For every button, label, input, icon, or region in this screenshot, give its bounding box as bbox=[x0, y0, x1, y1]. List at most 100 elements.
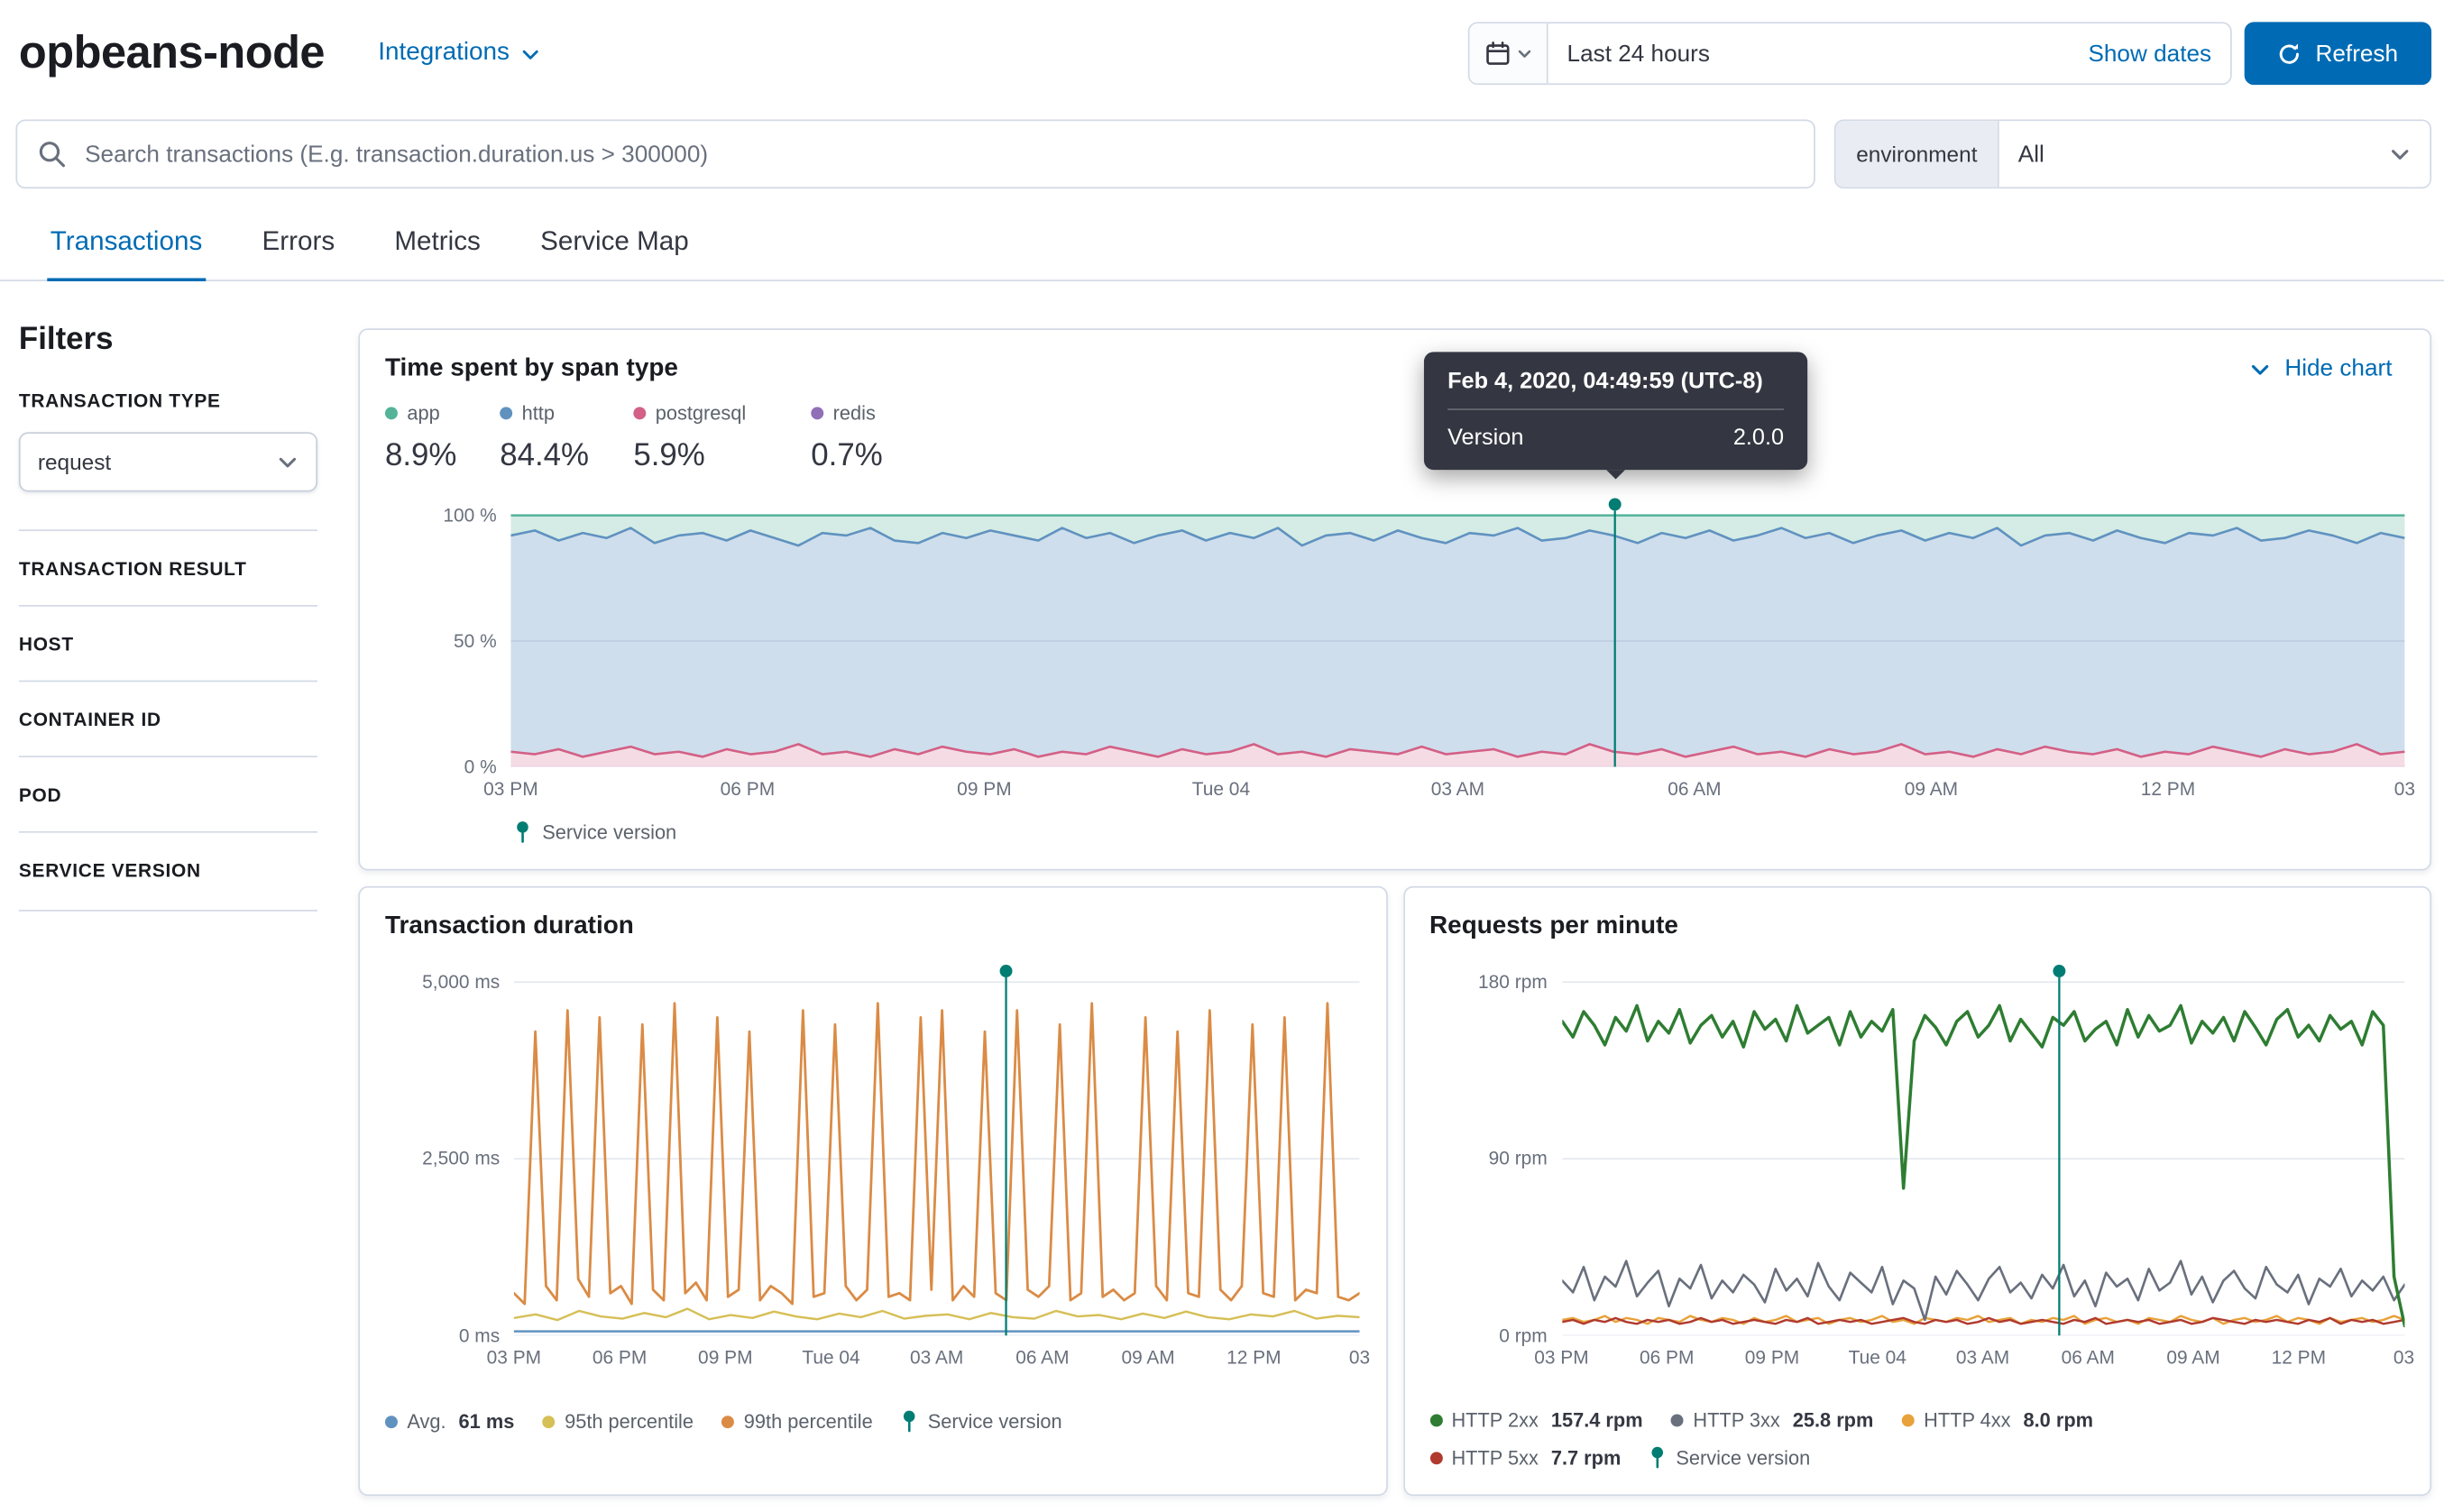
x-axis-labels: 03 PM 06 PM 09 PM Tue 04 03 AM 06 AM 09 … bbox=[1534, 1346, 2415, 1369]
x-axis-labels: 03 PM 06 PM 09 PM Tue 04 03 AM 06 AM 09 … bbox=[486, 1346, 1371, 1369]
legend-item-app[interactable]: app bbox=[384, 402, 500, 425]
tab-errors[interactable]: Errors bbox=[262, 225, 335, 257]
annotation-pin-icon bbox=[1652, 1446, 1664, 1469]
filter-transaction-type: TRANSACTION TYPE request bbox=[18, 389, 318, 492]
chevron-down-icon bbox=[2251, 364, 2268, 374]
requests-per-minute-chart[interactable]: 03 PM 06 PM 09 PM Tue 04 03 AM 06 AM 09 … bbox=[1534, 963, 2415, 1375]
panel-title: Time spent by span type bbox=[384, 354, 678, 382]
date-picker: Last 24 hours Show dates bbox=[1467, 22, 2232, 86]
charts-area: Time spent by span type Hide chart app 8… bbox=[358, 328, 2432, 1497]
legend-item-service-version[interactable]: Service version bbox=[901, 1409, 1062, 1433]
tab-bar: Transactions Errors Metrics Service Map bbox=[0, 214, 2444, 281]
requests-legend: HTTP 2xx 157.4 rpm HTTP 3xx 25.8 rpm HTTP … bbox=[1429, 1409, 2246, 1469]
legend-item-http-5xx[interactable]: HTTP 5xx 7.7 rpm bbox=[1429, 1446, 1621, 1469]
legend-item-redis[interactable]: redis bbox=[811, 402, 882, 425]
integrations-label: Integrations bbox=[378, 39, 510, 67]
legend-item-avg[interactable]: Avg. 61 ms bbox=[384, 1410, 514, 1433]
refresh-icon bbox=[2280, 42, 2300, 63]
redis-color-dot bbox=[811, 407, 824, 420]
p99-color-dot bbox=[721, 1415, 735, 1428]
annotation-pin-icon bbox=[517, 821, 528, 843]
transaction-type-value: request bbox=[37, 449, 112, 475]
search-input-wrapper bbox=[15, 119, 1815, 189]
span-type-chart[interactable]: 03 PM 06 PM 09 PM Tue 04 03 AM 06 AM 09 … bbox=[483, 497, 2416, 806]
annotation-pin-icon bbox=[904, 1410, 915, 1433]
chevron-down-icon bbox=[1517, 50, 1530, 58]
http-percentage: 84.4% bbox=[500, 438, 590, 473]
filter-transaction-result[interactable]: TRANSACTION RESULT bbox=[18, 529, 318, 605]
transaction-duration-chart[interactable]: 03 PM 06 PM 09 PM Tue 04 03 AM 06 AM 09 … bbox=[486, 963, 1371, 1375]
environment-label: environment bbox=[1835, 121, 1999, 188]
refresh-label: Refresh bbox=[2315, 40, 2399, 68]
http-color-dot bbox=[500, 407, 513, 420]
search-icon bbox=[39, 142, 66, 168]
calendar-icon bbox=[1485, 41, 1509, 65]
filter-host[interactable]: HOST bbox=[18, 604, 318, 681]
search-input[interactable] bbox=[81, 139, 1794, 170]
legend-item-99th[interactable]: 99th percentile bbox=[721, 1410, 873, 1433]
annotation-tooltip: Feb 4, 2020, 04:49:59 (UTC-8) Version 2.… bbox=[1423, 352, 1808, 480]
filters-heading: Filters bbox=[18, 322, 114, 357]
legend-item-http[interactable]: http bbox=[500, 402, 633, 425]
environment-value: All bbox=[2017, 140, 2044, 168]
chevron-down-icon bbox=[2392, 150, 2409, 160]
legend-item-service-version[interactable]: Service version bbox=[1649, 1445, 1810, 1469]
http-4xx-color-dot bbox=[1901, 1414, 1915, 1427]
service-version-legend[interactable]: Service version bbox=[514, 820, 2405, 844]
app-color-dot bbox=[384, 407, 398, 420]
avg-color-dot bbox=[384, 1415, 398, 1428]
show-dates-link[interactable]: Show dates bbox=[2088, 40, 2212, 68]
refresh-button[interactable]: Refresh bbox=[2244, 22, 2432, 86]
http-2xx-value: 157.4 rpm bbox=[1550, 1409, 1643, 1432]
x-axis-labels: 03 PM 06 PM 09 PM Tue 04 03 AM 06 AM 09 … bbox=[483, 777, 2416, 801]
y-axis-labels: 180 rpm 90 rpm 0 rpm bbox=[1478, 971, 1548, 1347]
legend-item-95th[interactable]: 95th percentile bbox=[542, 1410, 694, 1433]
calendar-button[interactable] bbox=[1469, 23, 1548, 84]
y-axis-labels: 5,000 ms 2,500 ms 0 ms bbox=[422, 971, 501, 1347]
page-title: opbeans-node bbox=[18, 27, 326, 78]
legend-item-postgresql[interactable]: postgresql bbox=[633, 402, 811, 425]
legend-item-http-3xx[interactable]: HTTP 3xx 25.8 rpm bbox=[1670, 1409, 1874, 1432]
top-bar: opbeans-node Integrations Last 24 hours … bbox=[0, 0, 2444, 101]
environment-select[interactable]: All bbox=[1998, 121, 2430, 188]
http-3xx-color-dot bbox=[1670, 1414, 1684, 1427]
filter-label-transaction-type: TRANSACTION TYPE bbox=[18, 389, 221, 412]
app-percentage: 8.9% bbox=[384, 438, 457, 473]
filter-container-id[interactable]: CONTAINER ID bbox=[18, 680, 318, 756]
http-5xx-color-dot bbox=[1429, 1451, 1442, 1464]
time-spent-by-span-type-panel: Time spent by span type Hide chart app 8… bbox=[358, 328, 2432, 871]
transaction-type-select[interactable]: request bbox=[18, 432, 318, 492]
tab-service-map[interactable]: Service Map bbox=[540, 225, 689, 257]
hide-chart-link[interactable]: Hide chart bbox=[2248, 355, 2392, 381]
time-range-field[interactable]: Last 24 hours Show dates bbox=[1548, 23, 2230, 83]
time-range-value: Last 24 hours bbox=[1567, 40, 1710, 68]
http-4xx-value: 8.0 rpm bbox=[2023, 1409, 2094, 1432]
postgresql-color-dot bbox=[633, 407, 647, 420]
tab-metrics[interactable]: Metrics bbox=[394, 225, 481, 257]
y-axis-labels: 100 % 50 % 0 % bbox=[443, 504, 497, 778]
tooltip-version-label: Version bbox=[1447, 426, 1524, 452]
tab-transactions[interactable]: Transactions bbox=[47, 214, 206, 281]
search-row: environment All bbox=[0, 119, 2444, 189]
legend-item-http-4xx[interactable]: HTTP 4xx 8.0 rpm bbox=[1901, 1409, 2094, 1432]
legend-item-http-2xx[interactable]: HTTP 2xx 157.4 rpm bbox=[1429, 1409, 1643, 1432]
span-type-legend: app 8.9% http 84.4% postgresql 5.9% redi… bbox=[384, 402, 2404, 474]
filter-pod[interactable]: POD bbox=[18, 756, 318, 831]
requests-per-minute-panel: Requests per minute 180 rpm 90 rpm 0 rpm… bbox=[1402, 885, 2432, 1497]
filter-service-version[interactable]: SERVICE VERSION bbox=[18, 830, 318, 912]
duration-legend: Avg. 61 ms 95th percentile 99th percentil… bbox=[384, 1409, 1360, 1433]
http-3xx-value: 25.8 rpm bbox=[1792, 1409, 1874, 1432]
integrations-menu[interactable]: Integrations bbox=[378, 40, 541, 68]
redis-percentage: 0.7% bbox=[811, 438, 883, 473]
transaction-duration-panel: Transaction duration 5,000 ms 2,500 ms 0… bbox=[358, 885, 1387, 1497]
http-2xx-color-dot bbox=[1429, 1414, 1442, 1427]
chevron-down-icon bbox=[279, 457, 297, 468]
filters-sidebar: Filters TRANSACTION TYPE request TRANSAC… bbox=[18, 322, 318, 912]
postgresql-percentage: 5.9% bbox=[633, 438, 705, 473]
environment-filter: environment All bbox=[1833, 119, 2432, 189]
tooltip-version-value: 2.0.0 bbox=[1732, 426, 1785, 452]
tooltip-timestamp: Feb 4, 2020, 04:49:59 (UTC-8) bbox=[1447, 369, 1763, 395]
p95-color-dot bbox=[542, 1415, 556, 1428]
panel-title: Requests per minute bbox=[1429, 912, 1678, 940]
